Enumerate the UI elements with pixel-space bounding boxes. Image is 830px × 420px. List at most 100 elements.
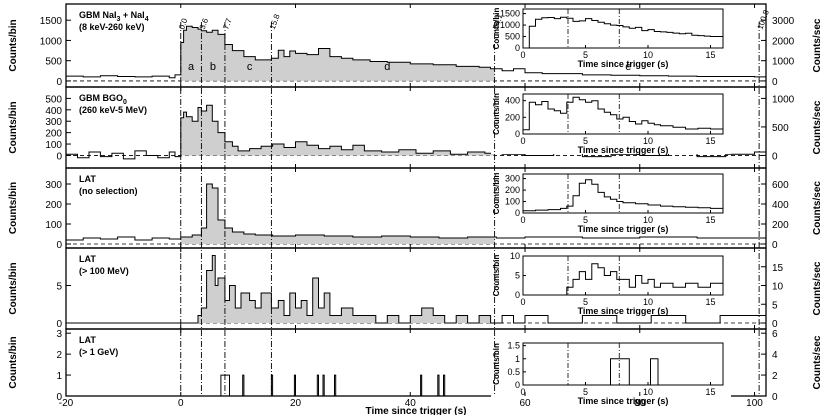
interval-label: d	[384, 61, 390, 73]
y-tick-label: 400	[45, 106, 62, 117]
left-axis-label: Counts/bin	[8, 182, 19, 234]
left-axis-label: Counts/bin	[8, 101, 19, 153]
right-y-tick-label: 1000	[772, 57, 795, 68]
series-line	[66, 255, 767, 324]
time-marker-label: 3.6	[198, 17, 210, 31]
series-line	[66, 374, 766, 397]
y-tick-label: 0	[56, 319, 62, 330]
series-fill	[180, 255, 495, 323]
y-tick-label: 300	[45, 117, 62, 128]
right-axis-label: Counts/sec	[812, 100, 823, 154]
panel-subtitle: (> 1 GeV)	[79, 347, 118, 357]
inset-y-tick-label: 200	[505, 112, 520, 122]
right-y-tick-label: 0	[772, 319, 778, 330]
inset-series-line	[523, 358, 723, 386]
time-marker-label: 7.7	[221, 17, 233, 31]
y-tick-label: 500	[45, 57, 62, 68]
inset-x-tick-label: 10	[643, 50, 653, 60]
inset-y-axis-label: Counts/bin	[492, 173, 501, 215]
y-tick-label: 100	[45, 140, 62, 151]
panel-subtitle: (260 keV-5 MeV)	[79, 105, 147, 115]
panel-title: LAT	[79, 254, 96, 264]
time-marker-label: 15.8	[268, 12, 282, 30]
left-axis-label: Counts/bin	[8, 262, 19, 314]
inset-x-tick-label: 0	[520, 297, 525, 307]
inset-x-tick-label: 10	[643, 215, 653, 225]
inset-background	[491, 254, 731, 315]
y-tick-label: 0	[56, 77, 62, 88]
inset-frame	[522, 173, 724, 214]
right-y-tick-label: 2	[772, 371, 778, 382]
panel-title-sub: 3	[117, 16, 121, 23]
panel-title-main: LAT	[79, 335, 96, 345]
inset-background	[491, 7, 731, 68]
right-y-tick-label: 6	[772, 329, 778, 340]
inset-background	[491, 172, 731, 233]
inset-y-tick-label: 200	[505, 185, 520, 195]
inset-x-tick-label: 10	[643, 136, 653, 146]
inset-series-line	[523, 263, 723, 296]
inset-x-axis-label: Time since trigger (s)	[578, 145, 669, 155]
inset-series-line	[523, 16, 724, 49]
y-tick-label: 300	[45, 180, 62, 191]
right-axis-label: Counts/sec	[812, 261, 823, 315]
panel-title: GBM BGO0	[79, 93, 127, 106]
inset-y-axis-label: Counts/bin	[492, 8, 501, 50]
right-y-tick-label: 4	[772, 350, 778, 361]
right-y-tick-label: 500	[772, 123, 789, 134]
inset-y-tick-label: 0	[515, 290, 520, 300]
panel-title-main: GBM BGO	[79, 93, 123, 103]
series-line	[66, 25, 766, 79]
inset-x-tick-label: 5	[583, 136, 588, 146]
right-y-tick-label: 0	[772, 77, 778, 88]
left-axis-label: Counts/bin	[8, 336, 19, 388]
inset-x-tick-label: 15	[705, 215, 715, 225]
series-fill	[180, 184, 495, 244]
inset-x-tick-label: 5	[583, 215, 588, 225]
panel-title: LAT	[79, 174, 96, 184]
y-tick-label: 1	[56, 371, 62, 382]
panel-5: 0 1 2 3 0 2 4 6 Counts/bin Counts/sec LAT (> 1 GeV)…	[8, 328, 823, 406]
inset-x-tick-label: 5	[583, 297, 588, 307]
inset-x-axis-label: Time since trigger (s)	[578, 396, 669, 406]
right-y-tick-label: 10	[772, 282, 784, 293]
interval-label: e	[625, 61, 631, 73]
inset-frame	[522, 8, 724, 49]
inset-x-axis-label: Time since trigger (s)	[578, 306, 669, 316]
y-tick-label: 0	[56, 240, 62, 251]
inset-x-axis-label: Time since trigger (s)	[578, 59, 669, 69]
inset-x-tick-label: 5	[583, 387, 588, 397]
inset-y-tick-label: 0.5	[507, 367, 520, 377]
inset-y-tick-label: 500	[505, 32, 520, 42]
right-axis-label: Counts/sec	[812, 18, 823, 72]
inset-x-tick-label: 15	[705, 136, 715, 146]
panel-title-sub: 4	[145, 16, 149, 23]
inset-y-tick-label: 0	[515, 380, 520, 390]
y-tick-label: 3	[56, 329, 62, 340]
panel-subtitle: (no selection)	[79, 186, 138, 196]
x-tick-label: -20	[59, 398, 74, 409]
inset-y-tick-label: 400	[505, 96, 520, 106]
right-axis-label: Counts/sec	[812, 181, 823, 235]
panel-title-mid: + NaI	[120, 10, 144, 20]
right-y-tick-label: 600	[772, 180, 789, 191]
inset-y-axis-label: Counts/bin	[492, 343, 501, 385]
interval-label: b	[210, 61, 216, 73]
inset-y-tick-label: 1000	[500, 20, 520, 30]
inset-y-tick-label: 100	[505, 197, 520, 207]
right-y-tick-label: 2000	[772, 36, 795, 47]
right-y-tick-label: 0	[772, 151, 778, 162]
right-axis-label: Counts/sec	[812, 335, 823, 389]
y-tick-label: 1500	[40, 16, 63, 27]
inset-x-tick-label: 15	[705, 50, 715, 60]
y-tick-label: 200	[45, 129, 62, 140]
y-tick-label: 100	[45, 220, 62, 231]
panel-title-main: LAT	[79, 254, 96, 264]
right-y-tick-label: 0	[772, 240, 778, 251]
y-tick-label: 200	[45, 200, 62, 211]
inset-frame	[522, 93, 724, 135]
series-fill	[180, 26, 495, 81]
right-y-tick-label: 5	[772, 300, 778, 311]
